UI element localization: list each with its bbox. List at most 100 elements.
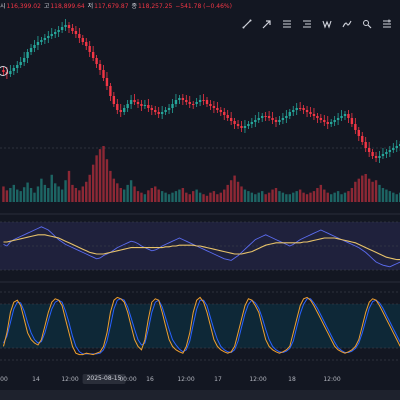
candle-body (254, 120, 257, 122)
volume-bar (105, 159, 109, 202)
candle-body (385, 152, 388, 154)
time-tick-label: 12:00 (323, 376, 341, 383)
brush-tool-icon[interactable] (338, 16, 356, 32)
candle-body (371, 152, 374, 156)
candle-body (192, 104, 195, 105)
volume-bar (126, 184, 129, 202)
time-tick-label: 12:00 (249, 376, 267, 383)
candle-body (95, 58, 98, 64)
volume-bar (229, 180, 233, 202)
line-tool-icon[interactable] (238, 16, 256, 32)
volume-bar (395, 194, 398, 202)
candle-body (136, 102, 140, 104)
volume-bar (219, 192, 222, 202)
candle-body (257, 118, 260, 120)
measure-tool-icon[interactable] (358, 16, 376, 32)
ohlc-low-value: 117,679.87 (94, 3, 129, 10)
candle-body (150, 108, 153, 110)
volume-bar (233, 175, 236, 202)
pattern-tool-icon[interactable] (298, 16, 316, 32)
volume-bar (292, 192, 295, 202)
volume-bar (64, 180, 67, 202)
volume-bar (40, 178, 43, 202)
volume-bar (43, 184, 47, 202)
candle-body (36, 42, 40, 45)
candlestick-series (2, 19, 400, 163)
arrow-tool-icon[interactable] (258, 16, 276, 32)
candle-body (364, 142, 367, 148)
candle-body (261, 116, 264, 118)
volume-bar (60, 189, 64, 202)
volume-bar (278, 191, 281, 202)
drawing-toolbar (238, 16, 396, 32)
volume-bar (50, 174, 53, 202)
volume-bar (212, 191, 216, 202)
candle-body (330, 122, 333, 124)
volume-bar (47, 188, 50, 202)
volume-bar (195, 189, 198, 202)
candle-body (123, 108, 126, 112)
candle-body (240, 126, 243, 128)
volume-bar (316, 188, 319, 202)
volume-bar (91, 164, 95, 202)
volume-bar (143, 194, 147, 202)
volume-bar (202, 194, 205, 202)
ohlc-close-value: 118,257.25 (137, 3, 173, 10)
volume-bar (164, 192, 167, 202)
time-axis[interactable]: 00 14 12:00 2025-08-15 00:00 16 12:00 17 12:00 18… (0, 372, 400, 388)
volume-bar (109, 170, 112, 202)
stochastic-indicator (3, 296, 400, 356)
volume-bar (285, 194, 288, 202)
volume-bar (19, 191, 22, 202)
ohlc-high-value: 118,899.64 (50, 3, 85, 10)
candle-body (102, 70, 105, 78)
candle-body (381, 154, 385, 156)
volume-series (2, 146, 400, 202)
volume-bar (378, 184, 381, 202)
candle-body (309, 112, 312, 114)
volume-bar (81, 186, 84, 202)
candle-body (219, 110, 222, 112)
grid-lines (0, 147, 400, 361)
time-scrollbar[interactable] (0, 390, 400, 400)
candle-body (81, 38, 84, 42)
candle-body (292, 110, 295, 112)
volume-bar (350, 188, 354, 202)
volume-bar (309, 192, 312, 202)
volume-bar (250, 192, 254, 202)
volume-bar (26, 182, 29, 202)
volume-bar (343, 192, 347, 202)
volume-bar (361, 175, 364, 202)
volume-bar (388, 191, 392, 202)
candle-body (378, 156, 381, 158)
volume-bar (119, 188, 122, 202)
volume-bar (326, 192, 329, 202)
candle-body (288, 112, 291, 116)
time-tick-label: 12:00 (61, 376, 79, 383)
volume-bar (78, 190, 81, 202)
volume-bar (88, 174, 91, 202)
candle-body (223, 112, 226, 115)
candle-body (298, 108, 302, 109)
candle-body (174, 100, 178, 104)
candle-body (340, 116, 343, 118)
volume-bar (240, 186, 243, 202)
volume-bar (54, 183, 57, 202)
chart-settings-icon[interactable] (0, 66, 8, 76)
candle-body (40, 40, 43, 42)
candle-body (395, 146, 398, 148)
volume-bar (147, 190, 150, 202)
volume-bar (123, 189, 126, 202)
text-tool-icon[interactable] (318, 16, 336, 32)
fib-tool-icon[interactable] (278, 16, 296, 32)
volume-bar (274, 188, 278, 202)
volume-bar (385, 189, 388, 202)
candle-body (19, 62, 22, 65)
candle-body (78, 34, 81, 38)
candle-body (281, 118, 285, 120)
candle-body (209, 104, 212, 106)
more-tools-icon[interactable] (378, 16, 396, 32)
volume-bar (340, 194, 343, 202)
candle-body (91, 52, 95, 58)
